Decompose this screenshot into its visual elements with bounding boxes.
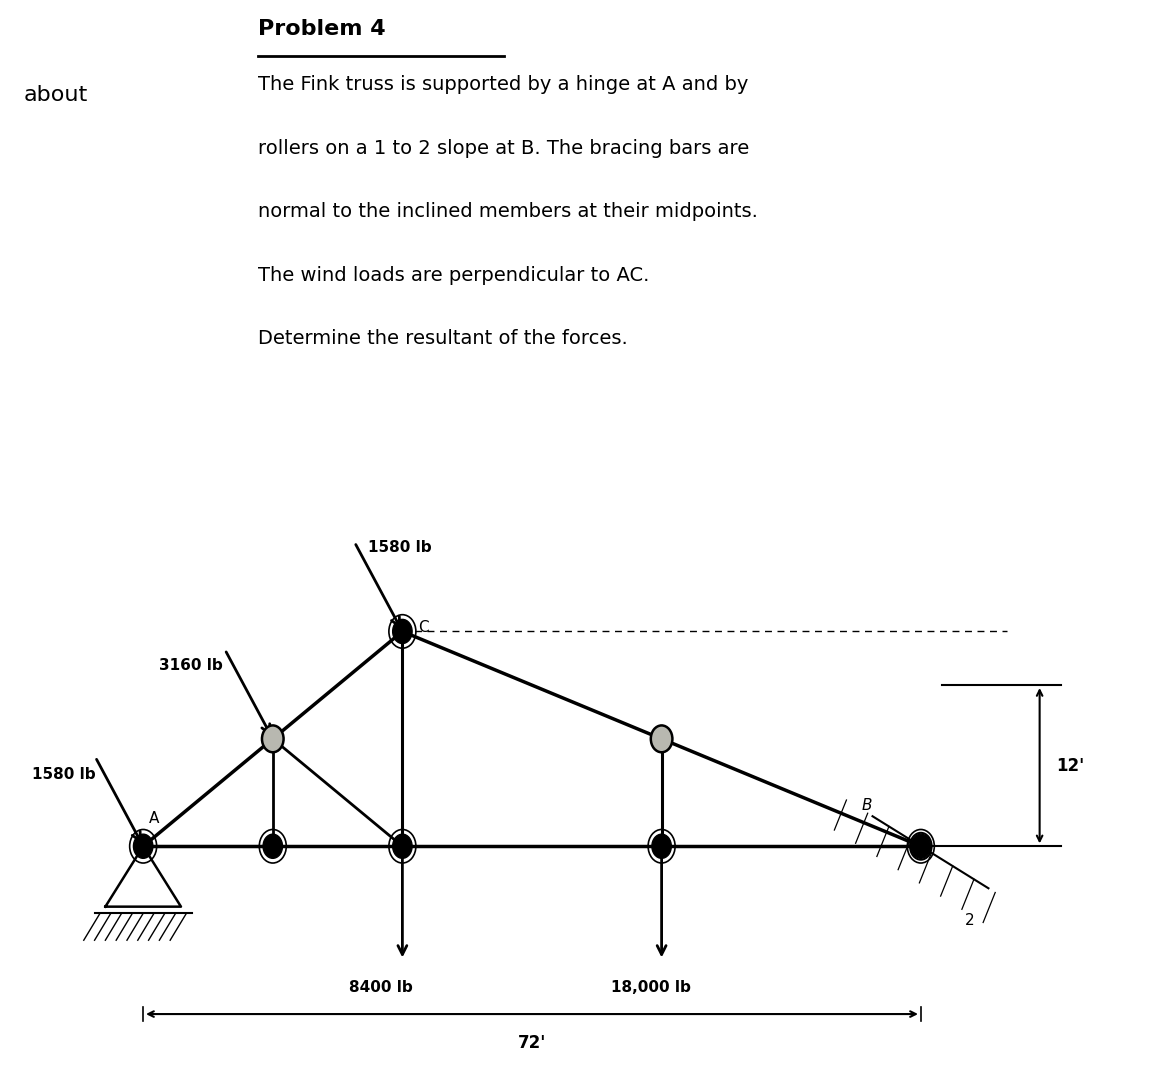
Circle shape	[650, 726, 673, 753]
Text: 1580 lb: 1580 lb	[32, 768, 96, 783]
Text: about: about	[23, 84, 88, 105]
Circle shape	[393, 834, 413, 858]
Text: rollers on a 1 to 2 slope at B. The bracing bars are: rollers on a 1 to 2 slope at B. The brac…	[258, 139, 749, 158]
Text: 18,000 lb: 18,000 lb	[611, 980, 690, 995]
Text: 8400 lb: 8400 lb	[349, 980, 413, 995]
Text: normal to the inclined members at their midpoints.: normal to the inclined members at their …	[258, 202, 758, 221]
Text: 2: 2	[965, 913, 974, 928]
Text: A: A	[149, 811, 159, 826]
Circle shape	[263, 834, 282, 858]
Text: 12': 12'	[1056, 757, 1084, 775]
Circle shape	[911, 834, 931, 858]
Circle shape	[652, 834, 672, 858]
Text: The wind loads are perpendicular to AC.: The wind loads are perpendicular to AC.	[258, 266, 649, 284]
Text: Determine the resultant of the forces.: Determine the resultant of the forces.	[258, 329, 627, 348]
Circle shape	[263, 726, 284, 753]
Text: 1580 lb: 1580 lb	[368, 541, 431, 556]
Text: C: C	[418, 620, 429, 635]
Circle shape	[393, 619, 413, 644]
Text: Problem 4: Problem 4	[258, 19, 386, 38]
Circle shape	[134, 834, 152, 858]
Text: The Fink truss is supported by a hinge at A and by: The Fink truss is supported by a hinge a…	[258, 75, 748, 94]
Text: 72': 72'	[518, 1034, 546, 1052]
Text: B: B	[861, 797, 872, 812]
Text: 3160 lb: 3160 lb	[158, 657, 223, 672]
